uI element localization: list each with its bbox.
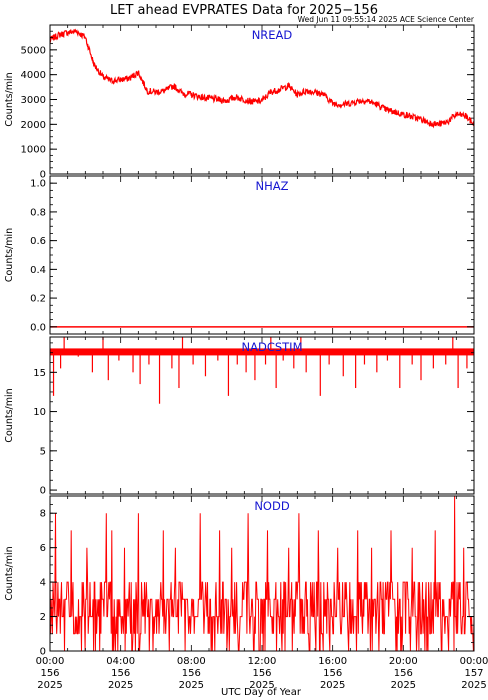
- x-tick-label: 2025: [249, 680, 274, 691]
- y-tick-label: 0.8: [30, 207, 46, 218]
- y-axis-label: Counts/min: [4, 388, 15, 442]
- panel-label: NREAD: [252, 28, 293, 42]
- panel-label: NADCSTIM: [242, 340, 303, 354]
- panel-nadcstim: 0 5 10 15 Counts/min NADCSTIM: [4, 336, 475, 497]
- x-tick-label: 156: [111, 668, 130, 679]
- series-nadcstim: [50, 337, 474, 404]
- y-tick-label: 0.6: [30, 236, 46, 247]
- x-tick-label: 156: [394, 668, 413, 679]
- x-tick-label: 157: [464, 668, 483, 679]
- panel-label: NHAZ: [256, 179, 289, 193]
- y-tick-label: 6: [40, 543, 46, 554]
- y-tick-label: 2: [40, 612, 46, 623]
- x-tick-label: 04:00: [106, 656, 135, 667]
- y-tick-label: 15: [33, 368, 46, 379]
- y-axis-label: Counts/min: [4, 546, 15, 600]
- x-tick-label: 08:00: [177, 656, 206, 667]
- panel-nread: 0 1000 2000 3000 4000 5000 Counts/min NREAD: [4, 24, 475, 181]
- y-tick-label: 0.2: [30, 294, 46, 305]
- y-tick-label: 4000: [21, 70, 46, 81]
- x-tick-label: 2025: [108, 680, 133, 691]
- y-tick-label: 1.0: [30, 179, 46, 190]
- x-tick-label: 00:00: [36, 656, 65, 667]
- nadcstim-band: [50, 348, 474, 356]
- y-tick-label: 5000: [21, 45, 46, 56]
- x-tick-label: 16:00: [318, 656, 347, 667]
- series-nodd: [50, 496, 474, 651]
- chart-title: LET ahead EVPRATES Data for 2025−156: [110, 3, 378, 18]
- x-tick-label: 2025: [461, 680, 486, 691]
- y-tick-label: 0.4: [30, 265, 46, 276]
- y-tick-label: 0: [40, 170, 46, 181]
- x-axis-label: UTC Day of Year: [221, 687, 302, 698]
- y-tick-label: 2000: [21, 120, 46, 131]
- panel-nodd: 0 2 4 6 8 Counts/min NODD: [4, 495, 475, 658]
- series-nread: [50, 28, 474, 129]
- panel-label: NODD: [254, 499, 290, 513]
- y-tick-label: 8: [40, 509, 46, 520]
- x-tick-label: 00:00: [460, 656, 488, 667]
- x-tick-label: 156: [323, 668, 342, 679]
- x-tick-label: 2025: [37, 680, 62, 691]
- y-tick-label: 0.0: [30, 322, 46, 333]
- y-tick-label: 0: [40, 486, 46, 497]
- x-tick-label: 12:00: [248, 656, 277, 667]
- y-tick-label: 3000: [21, 95, 46, 106]
- y-tick-label: 10: [33, 407, 46, 418]
- y-tick-label: 1000: [21, 145, 46, 156]
- x-axis-ticks: 00:00156202504:00156202508:00156202512:0…: [36, 656, 488, 691]
- x-tick-label: 2025: [320, 680, 345, 691]
- timestamp: Wed Jun 11 09:55:14 2025 ACE Science Cen…: [298, 15, 475, 24]
- panel-frame: [49, 336, 475, 495]
- panel-nhaz: 0.0 0.2 0.4 0.6 0.8 1.0 Counts/min NHAZ: [4, 175, 475, 335]
- y-axis-label: Counts/min: [4, 228, 15, 282]
- nread-line: [50, 28, 474, 129]
- panels: 010002000300040005000Counts/minNREAD0.00…: [4, 24, 475, 658]
- y-axis-label: Counts/min: [4, 72, 15, 126]
- panel-frame: [49, 175, 475, 335]
- y-tick-label: 4: [40, 578, 46, 589]
- x-tick-label: 156: [252, 668, 271, 679]
- y-tick-label: 5: [40, 446, 46, 457]
- x-tick-label: 2025: [391, 680, 416, 691]
- x-tick-label: 156: [182, 668, 201, 679]
- nodd-line: [50, 496, 474, 651]
- x-tick-label: 2025: [179, 680, 204, 691]
- y-tick-label: 0: [40, 647, 46, 658]
- x-tick-label: 156: [40, 668, 59, 679]
- x-tick-label: 20:00: [389, 656, 418, 667]
